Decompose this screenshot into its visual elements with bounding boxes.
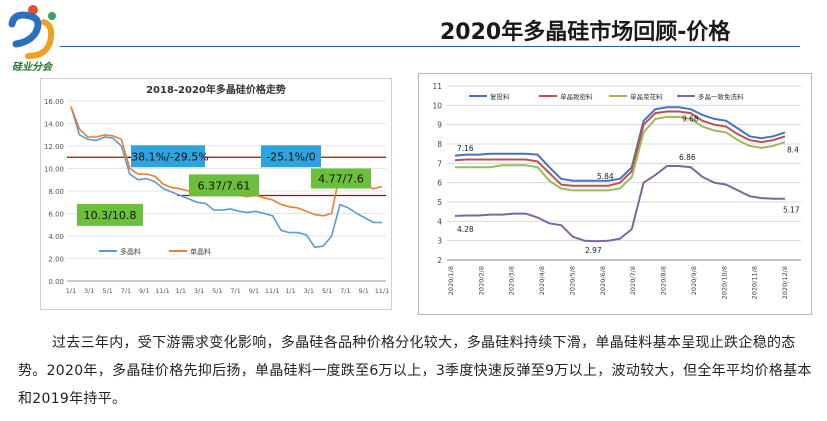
chart2-y-tick: 10 bbox=[432, 101, 442, 110]
chart1-title: 2018-2020年多晶硅价格走势 bbox=[146, 83, 286, 96]
chart1-x-tick: 5/1 bbox=[322, 287, 332, 295]
chart2-y-tick: 6 bbox=[437, 179, 442, 188]
chart2-legend-label: 单晶致密料 bbox=[560, 92, 593, 101]
chart1-x-tick: 7/1 bbox=[340, 287, 350, 295]
chart2-x-tick: 2020/6/8 bbox=[599, 266, 607, 295]
chart2-x-tick: 2020/8/8 bbox=[660, 266, 668, 295]
chart2-x-tick: 2020/7/8 bbox=[629, 266, 637, 295]
chart2-x-tick: 2020/11/8 bbox=[751, 266, 759, 299]
chart1-legend-label: 单晶料 bbox=[190, 247, 211, 256]
chart1-x-tick: 9/1 bbox=[358, 287, 368, 295]
chart1-x-tick: 11/1 bbox=[265, 287, 280, 295]
chart1-x-tick: 11/1 bbox=[375, 287, 390, 295]
chart1-y-tick: 12.00 bbox=[44, 143, 64, 151]
chart1-x-tick: 1/1 bbox=[66, 287, 76, 295]
chart1-annotation-box bbox=[77, 203, 143, 226]
chart1-y-tick: 16.00 bbox=[44, 98, 64, 106]
summary-paragraph: 过去三年内，受下游需求变化影响，多晶硅各品种价格分化较大，多晶硅料持续下滑，单晶… bbox=[18, 335, 812, 407]
chart2-legend-label: 单晶菜花料 bbox=[630, 92, 663, 101]
chart1-annotation-label: -38.1%/-29.5% bbox=[127, 150, 209, 163]
chart2-svg: 2 3 4 5 6 7 8 9 10 11 2020/1/8 2020/2/8 2020/3/8 2020… bbox=[432, 82, 801, 299]
chart2-legend-label: 复投料 bbox=[490, 92, 510, 101]
chart1-annotation-label: 4.77/7.6 bbox=[318, 173, 364, 186]
chart2-series-line bbox=[454, 110, 786, 187]
chart1-x-tick: 5/1 bbox=[212, 287, 222, 295]
chart2-y-tick: 3 bbox=[437, 237, 442, 246]
chart1-x-tick: 11/1 bbox=[155, 287, 170, 295]
chart2-data-label: 8.4 bbox=[787, 145, 799, 154]
chart1-y-tick: 10.00 bbox=[44, 166, 64, 174]
chart2-data-label: 4.28 bbox=[457, 225, 474, 234]
title-divider bbox=[60, 46, 800, 47]
chart-price-2020: 2 3 4 5 6 7 8 9 10 11 2020/1/8 2020/2/8 2020/3/8 2020… bbox=[418, 73, 812, 315]
chart1-x-tick: 7/1 bbox=[230, 287, 240, 295]
chart1-y-tick: 4.00 bbox=[48, 233, 64, 241]
chart1-svg: 2018-2020年多晶硅价格走势 0.00 2.00 4.00 6.00 8.00 10.… bbox=[44, 83, 390, 295]
chart2-data-label: 6.86 bbox=[679, 153, 696, 162]
chart1-x-tick: 1/1 bbox=[285, 287, 295, 295]
chart1-x-tick: 3/1 bbox=[304, 287, 314, 295]
logo-caption: 硅业分会 bbox=[12, 62, 52, 73]
chart1-series-line bbox=[70, 106, 382, 249]
chart2-series-line bbox=[454, 165, 785, 243]
chart1-annotation-box bbox=[131, 145, 205, 168]
chart2-y-tick: 2 bbox=[437, 256, 442, 265]
chart2-y-tick: 11 bbox=[432, 82, 442, 91]
chart2-x-tick: 2020/9/8 bbox=[690, 266, 698, 295]
chart1-y-tick: 2.00 bbox=[48, 256, 64, 264]
chart1-y-tick: 8.00 bbox=[48, 188, 64, 196]
chart2-data-label: 5.17 bbox=[783, 206, 800, 215]
chart1-x-tick: 7/1 bbox=[121, 287, 131, 295]
page-title: 2020年多晶硅市场回顾-价格 bbox=[440, 20, 731, 45]
chart1-y-tick: 0.00 bbox=[48, 278, 64, 286]
chart2-x-tick: 2020/10/8 bbox=[720, 266, 728, 299]
company-logo bbox=[8, 5, 56, 59]
chart1-series-line bbox=[70, 106, 383, 217]
chart-price-trend-2018-2020: 2018-2020年多晶硅价格走势 0.00 2.00 4.00 6.00 8.00 10.… bbox=[40, 78, 392, 310]
chart1-x-tick: 3/1 bbox=[194, 287, 204, 295]
chart2-x-tick: 2020/2/8 bbox=[477, 266, 485, 295]
chart1-x-tick: 3/1 bbox=[84, 287, 94, 295]
chart2-y-tick: 4 bbox=[437, 217, 442, 226]
chart2-x-tick: 2020/5/8 bbox=[568, 266, 576, 295]
chart2-x-tick: 2020/12/8 bbox=[781, 266, 789, 299]
chart1-annotation-label: -25.1%/0 bbox=[266, 150, 316, 163]
chart1-x-tick: 1/1 bbox=[176, 287, 186, 295]
chart2-y-tick: 8 bbox=[437, 140, 442, 149]
chart1-y-tick: 6.00 bbox=[48, 211, 64, 219]
chart2-data-label: 7.16 bbox=[457, 144, 474, 153]
chart1-annotation-label: 10.3/10.8 bbox=[84, 209, 137, 222]
chart2-x-tick: 2020/1/8 bbox=[447, 266, 455, 295]
chart1-x-tick: 9/1 bbox=[249, 287, 259, 295]
chart1-x-tick: 5/1 bbox=[102, 287, 112, 295]
chart1-y-tick: 14.00 bbox=[44, 121, 64, 129]
chart2-series-line bbox=[454, 106, 786, 182]
chart2-series-line bbox=[455, 115, 786, 192]
chart2-legend-label: 多晶一致免洗料 bbox=[698, 92, 744, 101]
chart1-annotation-box bbox=[189, 174, 259, 197]
chart2-y-tick: 5 bbox=[437, 198, 442, 207]
chart1-annotation-box bbox=[311, 168, 371, 189]
chart2-y-tick: 7 bbox=[437, 159, 442, 168]
chart1-x-tick: 9/1 bbox=[139, 287, 149, 295]
chart2-data-label: 2.97 bbox=[585, 246, 602, 255]
chart2-data-label: 9.68 bbox=[682, 115, 699, 124]
chart2-x-tick: 2020/4/8 bbox=[538, 266, 546, 295]
chart2-data-label: 5.84 bbox=[597, 172, 614, 181]
chart2-x-tick: 2020/3/8 bbox=[508, 266, 516, 295]
chart1-annotation-label: 6.37/7.61 bbox=[198, 179, 251, 192]
chart1-legend-label: 多晶料 bbox=[120, 247, 141, 256]
chart2-y-tick: 9 bbox=[437, 121, 442, 130]
chart1-annotation-box bbox=[261, 145, 321, 168]
